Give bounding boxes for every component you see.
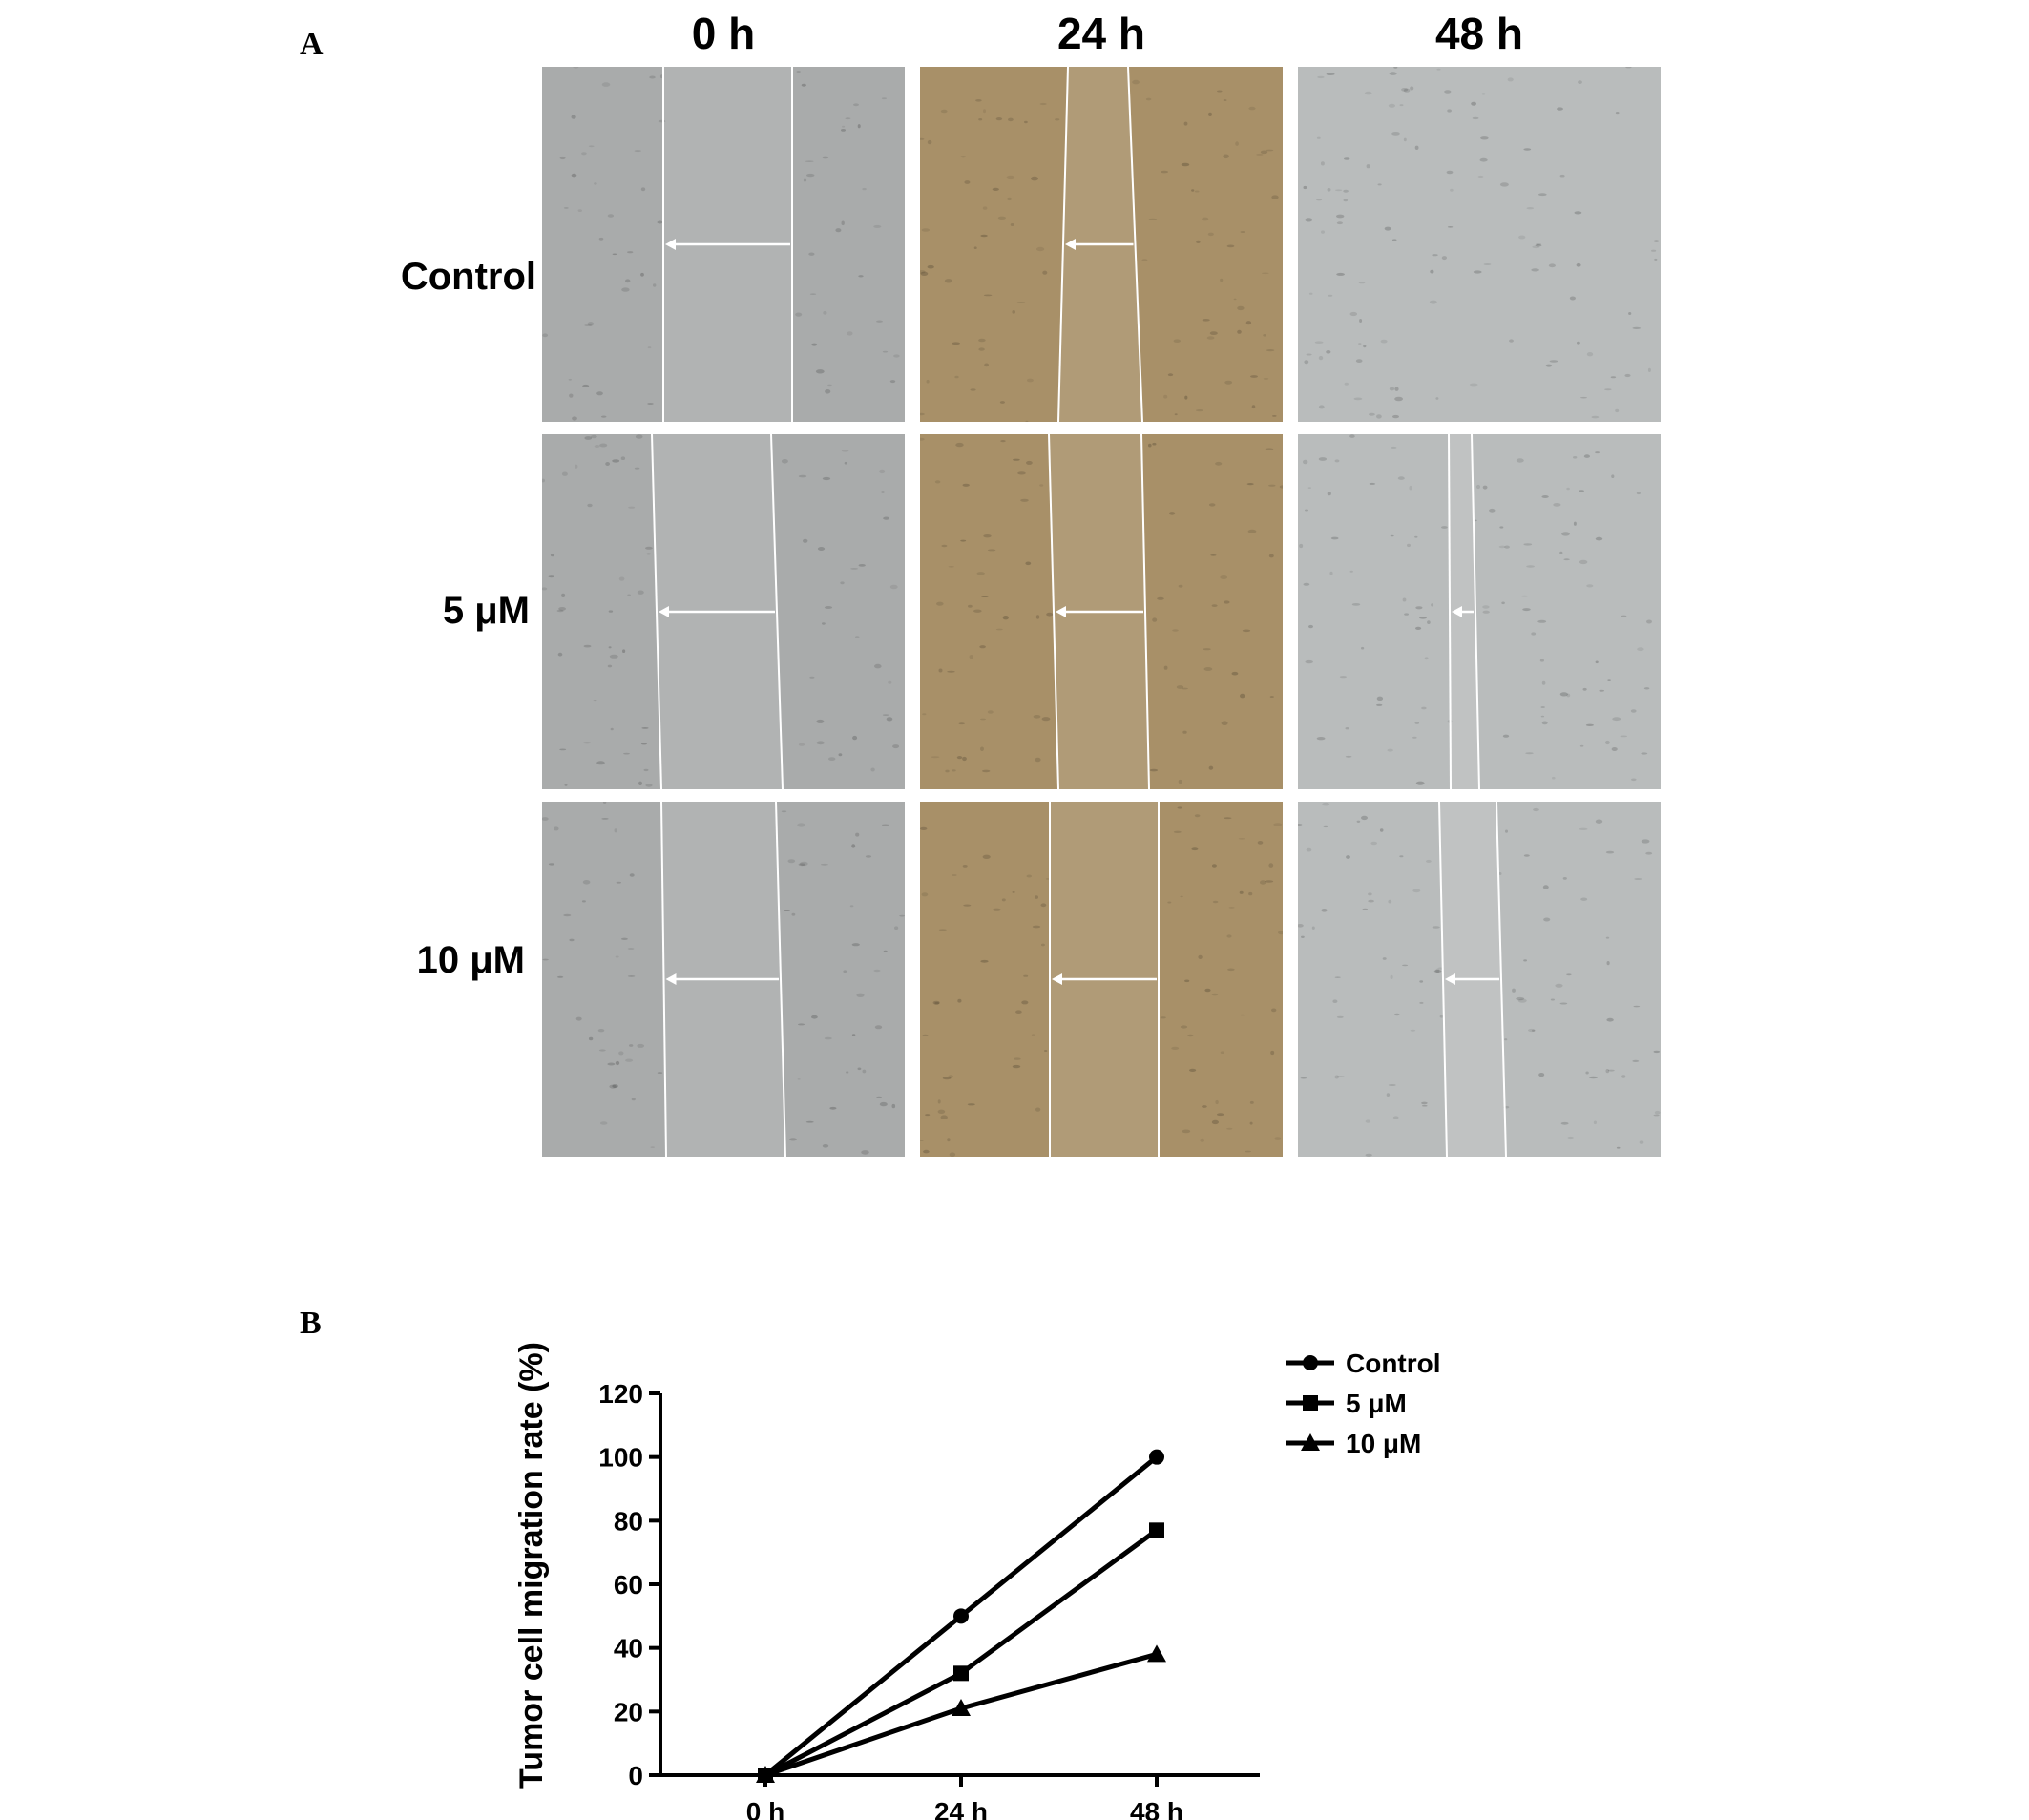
panel-a-letter: A bbox=[300, 27, 324, 62]
chart-series bbox=[756, 1449, 1166, 1783]
micrograph-control-24h bbox=[920, 67, 1283, 422]
legend-marker-10um bbox=[1301, 1433, 1320, 1451]
chart-axes bbox=[659, 1393, 1260, 1777]
micrograph-control-48h bbox=[1298, 67, 1661, 422]
micrograph-10um-48h bbox=[1298, 802, 1661, 1157]
y-tick-label-0: 0 bbox=[628, 1761, 643, 1790]
column-header-48h: 48 h bbox=[1434, 9, 1524, 58]
series-line-5um bbox=[763, 1528, 1159, 1778]
micrograph-control-0h bbox=[542, 67, 905, 422]
x-tick-label-2: 48 h bbox=[1130, 1797, 1183, 1820]
micrograph-5um-24h bbox=[920, 434, 1283, 789]
micrograph-5um-48h bbox=[1298, 434, 1661, 789]
micrograph-10um-24h bbox=[920, 802, 1283, 1157]
y-axis-label: Tumor cell migration rate (%) bbox=[513, 1342, 550, 1789]
y-tick-label-120: 120 bbox=[598, 1379, 643, 1409]
legend-label-10um: 10 μM bbox=[1346, 1429, 1421, 1458]
y-tick-label-80: 80 bbox=[614, 1506, 643, 1536]
panel-b-letter: B bbox=[300, 1306, 322, 1341]
point-control-1 bbox=[953, 1608, 969, 1624]
y-tick-label-20: 20 bbox=[614, 1697, 643, 1726]
micrograph-10um-0h bbox=[542, 802, 905, 1157]
column-header-24h: 24 h bbox=[1056, 9, 1146, 58]
point-5um-1 bbox=[953, 1665, 969, 1682]
row-header-control: Control bbox=[400, 256, 536, 298]
row-header-10um: 10 μM bbox=[416, 939, 525, 981]
point-control-2 bbox=[1149, 1449, 1164, 1465]
migration-rate-chart: 0 20 40 60 80 100 120 0 h 24 h 48 h Control 5 μM 10… bbox=[513, 1342, 1441, 1820]
micrograph-5um-0h bbox=[542, 434, 905, 789]
point-10um-0 bbox=[756, 1766, 775, 1783]
y-tick-label-100: 100 bbox=[598, 1443, 643, 1473]
column-header-0h: 0 h bbox=[691, 9, 756, 58]
point-10um-2 bbox=[1147, 1644, 1166, 1663]
chart-ticks: 0 20 40 60 80 100 120 0 h 24 h 48 h bbox=[598, 1379, 1183, 1820]
y-tick-label-40: 40 bbox=[614, 1634, 643, 1663]
row-header-5um: 5 μM bbox=[442, 590, 530, 632]
legend-label-5um: 5 μM bbox=[1346, 1389, 1407, 1418]
legend-label-control: Control bbox=[1346, 1349, 1441, 1378]
x-tick-label-1: 24 h bbox=[934, 1797, 988, 1820]
chart-legend: Control 5 μM 10 μM bbox=[1286, 1349, 1441, 1458]
x-tick-label-0: 0 h bbox=[746, 1797, 784, 1820]
legend-marker-5um bbox=[1303, 1395, 1318, 1411]
point-5um-2 bbox=[1149, 1522, 1164, 1538]
y-tick-label-60: 60 bbox=[614, 1570, 643, 1600]
legend-marker-control bbox=[1303, 1355, 1318, 1370]
point-10um-1 bbox=[952, 1699, 971, 1716]
